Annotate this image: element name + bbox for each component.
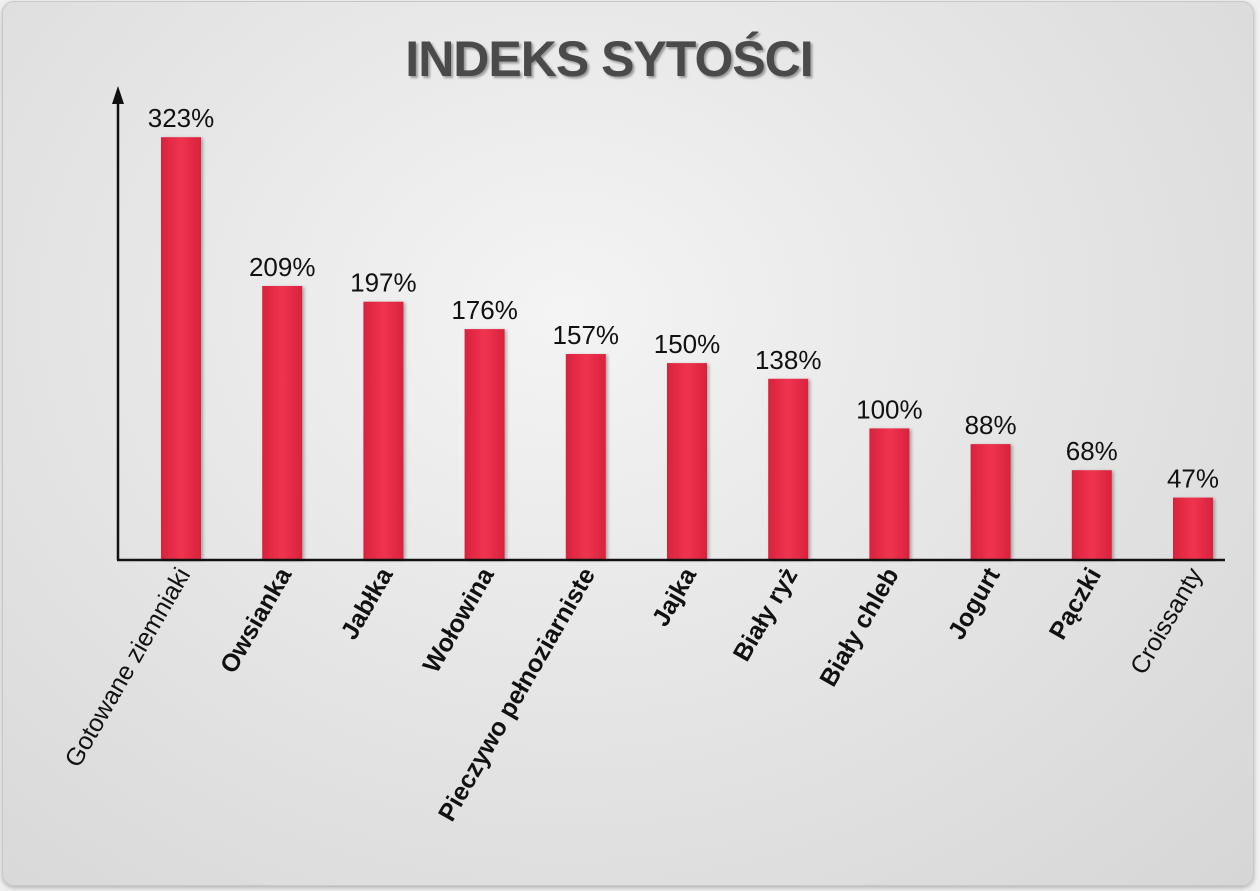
value-label-4: 176% xyxy=(451,295,518,325)
value-label-9: 88% xyxy=(965,410,1017,440)
value-label-5: 157% xyxy=(553,320,620,350)
bar-9 xyxy=(970,444,1011,559)
category-label-6: Jajka xyxy=(647,562,703,631)
category-label-7: Biały ryż xyxy=(728,563,804,666)
category-label-2: Owsianka xyxy=(215,562,298,678)
value-label-3: 197% xyxy=(350,268,417,298)
bars-group xyxy=(161,137,1213,559)
value-label-7: 138% xyxy=(755,345,822,375)
bar-chart: 323% 209% 197% 176% 157% 150% 138% 100% 88% 68% 47… xyxy=(59,86,1225,826)
bar-11 xyxy=(1173,497,1213,559)
category-label-4: Wołowina xyxy=(417,562,500,678)
category-label-3: Jabłka xyxy=(335,562,399,644)
category-labels-group: Gotowane ziemniaki Owsianka Jabłka Wołowina… xyxy=(59,562,1208,826)
bar-3 xyxy=(363,301,404,559)
bar-8 xyxy=(869,428,910,559)
value-label-10: 68% xyxy=(1066,436,1118,466)
bar-1 xyxy=(161,137,201,559)
bar-10 xyxy=(1071,470,1112,559)
bar-7 xyxy=(768,378,809,559)
category-label-1: Gotowane ziemniaki xyxy=(59,563,196,772)
bar-5 xyxy=(565,354,606,559)
category-label-11: Croissanty xyxy=(1125,563,1209,680)
chart-title: INDEKS SYTOŚCI xyxy=(405,31,813,87)
category-label-10: Pączki xyxy=(1044,563,1107,644)
value-label-8: 100% xyxy=(856,394,923,424)
category-label-8: Biały chleb xyxy=(814,563,904,691)
value-labels-group: 323% 209% 197% 176% 157% 150% 138% 100% 88% 68% 47… xyxy=(148,103,1219,493)
value-label-11: 47% xyxy=(1167,464,1219,494)
value-label-1: 323% xyxy=(148,103,215,133)
bar-6 xyxy=(667,363,707,559)
bar-4 xyxy=(464,329,505,559)
category-label-9: Jogurt xyxy=(943,562,1006,644)
bar-2 xyxy=(262,286,303,559)
value-label-6: 150% xyxy=(654,329,721,359)
value-label-2: 209% xyxy=(249,252,316,282)
y-axis-arrow xyxy=(112,86,124,104)
